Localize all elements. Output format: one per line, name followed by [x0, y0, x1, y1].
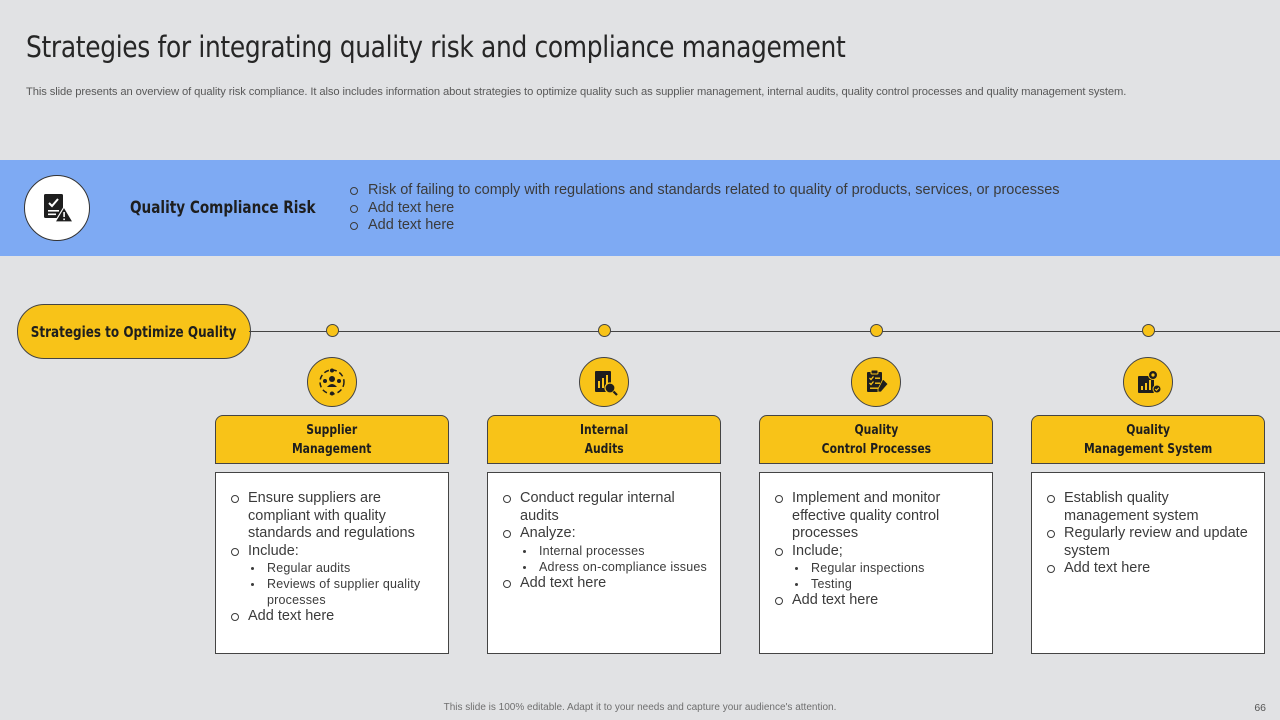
banner-point: Add text here [348, 200, 1060, 218]
compliance-document-warning-icon [24, 175, 90, 241]
audit-report-icon [579, 357, 629, 407]
card-point: Regularly review and update system [1044, 525, 1256, 560]
card-body-quality-control-processes: Implement and monitor effective quality … [759, 472, 993, 654]
card-subpoint: Reviews of supplier quality processes [248, 576, 440, 608]
banner-point: Add text here [348, 217, 1060, 235]
supplier-network-icon [307, 357, 357, 407]
card-subpoint: Regular inspections [792, 560, 984, 576]
card-subpoint: Adress on-compliance issues [520, 559, 712, 575]
card-title: Quality Management System [1083, 421, 1213, 457]
footer-note: This slide is 100% editable. Adapt it to… [443, 702, 837, 713]
card-subpoint-list: Regular audits Reviews of supplier quali… [248, 560, 440, 608]
card-title: Supplier Management [292, 421, 372, 457]
quality-compliance-risk-banner: Quality Compliance Risk Risk of failing … [0, 160, 1280, 256]
banner-point-list: Risk of failing to comply with regulatio… [348, 182, 1060, 235]
timeline-dot [1142, 324, 1155, 337]
card-subpoint: Regular audits [248, 560, 440, 576]
timeline-dot [598, 324, 611, 337]
card-title: Internal Audits [579, 421, 629, 457]
card-point: Analyze: Internal processes Adress on-co… [500, 525, 712, 575]
card-subpoint: Testing [792, 576, 984, 592]
checklist-clipboard-icon [851, 357, 901, 407]
strategies-pill-label: Strategies to Optimize Quality [31, 322, 237, 341]
card-header-quality-management-system: Quality Management System [1031, 415, 1265, 464]
card-point: Conduct regular internal audits [500, 490, 712, 525]
card-point-list: Establish quality management system Regu… [1044, 490, 1256, 578]
slide-title: Strategies for integrating quality risk … [26, 30, 846, 64]
card-header-supplier-management: Supplier Management [215, 415, 449, 464]
card-point: Implement and monitor effective quality … [772, 490, 984, 543]
timeline-line [249, 331, 1280, 332]
card-point-list: Conduct regular internal audits Analyze:… [500, 490, 712, 592]
banner-label: Quality Compliance Risk [130, 198, 316, 218]
card-point-list: Implement and monitor effective quality … [772, 490, 984, 610]
timeline-dot [870, 324, 883, 337]
timeline-dot [326, 324, 339, 337]
card-point: Ensure suppliers are compliant with qual… [228, 490, 440, 543]
card-subpoint-list: Regular inspections Testing [792, 560, 984, 592]
card-header-internal-audits: Internal Audits [487, 415, 721, 464]
card-point: Add text here [1044, 560, 1256, 578]
card-point: Add text here [500, 575, 712, 593]
card-point: Establish quality management system [1044, 490, 1256, 525]
card-subpoint: Internal processes [520, 543, 712, 559]
quality-system-gear-icon [1123, 357, 1173, 407]
strategies-pill: Strategies to Optimize Quality [17, 304, 251, 359]
card-point: Add text here [772, 592, 984, 610]
card-title: Quality Control Processes [821, 421, 931, 457]
card-point: Include; Regular inspections Testing [772, 543, 984, 593]
banner-point: Risk of failing to comply with regulatio… [348, 182, 1060, 200]
card-body-internal-audits: Conduct regular internal audits Analyze:… [487, 472, 721, 654]
card-point: Add text here [228, 608, 440, 626]
card-point: Include: Regular audits Reviews of suppl… [228, 543, 440, 609]
card-point-list: Ensure suppliers are compliant with qual… [228, 490, 440, 626]
card-header-quality-control-processes: Quality Control Processes [759, 415, 993, 464]
slide-subtitle: This slide presents an overview of quali… [26, 86, 1127, 98]
card-body-quality-management-system: Establish quality management system Regu… [1031, 472, 1265, 654]
page-number: 66 [1254, 702, 1266, 714]
card-subpoint-list: Internal processes Adress on-compliance … [520, 543, 712, 575]
card-body-supplier-management: Ensure suppliers are compliant with qual… [215, 472, 449, 654]
